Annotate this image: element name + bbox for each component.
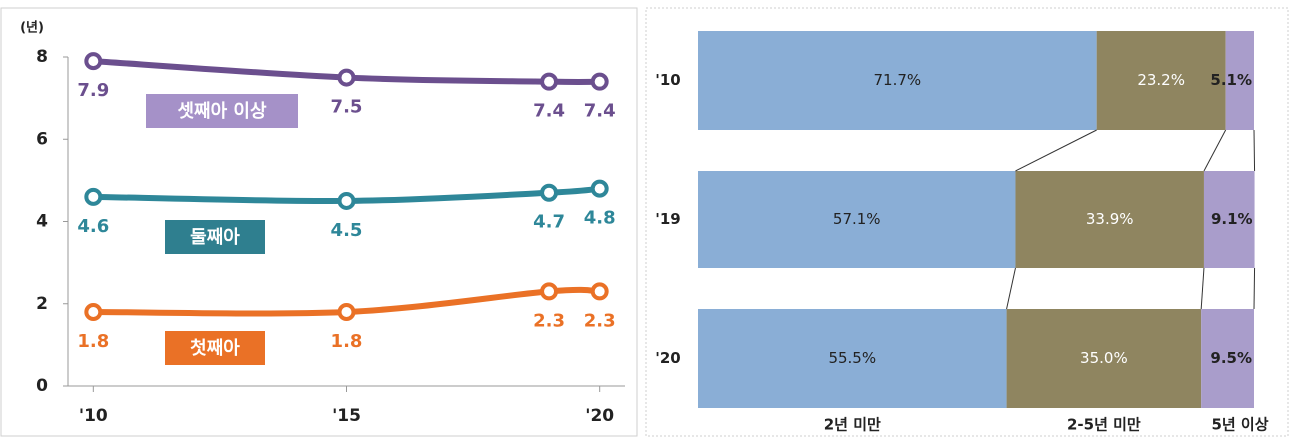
point-marker [590,282,609,301]
bar-label: 71.7% [873,71,921,89]
connector [1253,267,1256,310]
bar-segment [1203,171,1255,268]
legend-box [165,220,265,254]
point-marker [337,302,356,321]
point-marker [590,72,609,91]
data-label: 1.8 [77,331,109,352]
data-label: 4.5 [331,220,363,241]
data-label: 7.5 [331,97,363,118]
point-marker [590,179,609,198]
legend-box [146,94,298,128]
point-marker [337,191,356,210]
point-marker [84,187,103,206]
data-label: 4.8 [584,208,616,229]
bar-label: 9.1% [1211,210,1253,228]
category-label: '19 [655,210,680,228]
legend-label: 2년 미만 [824,416,881,434]
connector [1006,267,1016,310]
bar-label: 33.9% [1086,210,1134,228]
legend-box [165,331,265,365]
left-panel [0,7,638,437]
point-marker [84,52,103,71]
connector [1203,129,1227,172]
series-line [90,185,603,205]
legend-label: 2-5년 미만 [1067,416,1141,434]
category-label: '10 [655,71,680,89]
point-marker [540,72,559,91]
bar-label: 35.0% [1080,349,1128,367]
category-label: '20 [655,349,680,367]
series-line [90,58,603,85]
x-tick-label: '15 [332,406,361,426]
bar-segment [698,31,1097,130]
y-tick-label: 8 [36,47,48,67]
legend-label: 셋째아 이상 [177,101,267,122]
legend-label: 첫째아 [190,338,240,359]
bar-segment [1015,171,1204,268]
point-marker [337,68,356,87]
bar-segment [698,171,1016,268]
bar-segment [1201,309,1254,408]
x-tick-label: '20 [585,406,614,426]
connector [1200,267,1205,310]
data-label: 4.7 [533,212,565,233]
point-marker [540,282,559,301]
y-tick-label: 0 [36,376,48,396]
data-label: 7.4 [584,101,616,122]
point-marker [84,302,103,321]
x-tick-label: '10 [79,406,108,426]
bar-segment [1006,309,1202,408]
bar-label: 57.1% [833,210,881,228]
bar-label: 23.2% [1137,71,1185,89]
data-label: 2.3 [584,310,616,331]
data-label: 4.6 [77,216,109,237]
bar-label: 9.5% [1210,349,1252,367]
connector [1253,129,1256,172]
y-tick-label: 6 [36,129,48,149]
data-label: 1.8 [331,331,363,352]
bar-label: 55.5% [828,349,876,367]
data-label: 7.4 [533,101,565,122]
connector [1015,129,1097,172]
y-unit-label: (년) [20,21,44,36]
y-tick-label: 2 [36,294,48,314]
legend-label: 둘째아 [190,227,240,248]
bar-label: 5.1% [1210,71,1252,89]
bar-segment [1096,31,1226,130]
right-panel [645,7,1289,437]
legend-label: 5년 이상 [1211,416,1268,434]
data-label: 7.9 [77,80,109,101]
y-tick-label: 4 [36,212,48,232]
point-marker [540,183,559,202]
bar-segment [1225,31,1254,130]
data-label: 2.3 [533,310,565,331]
series-line [90,286,603,317]
bar-segment [698,309,1007,408]
